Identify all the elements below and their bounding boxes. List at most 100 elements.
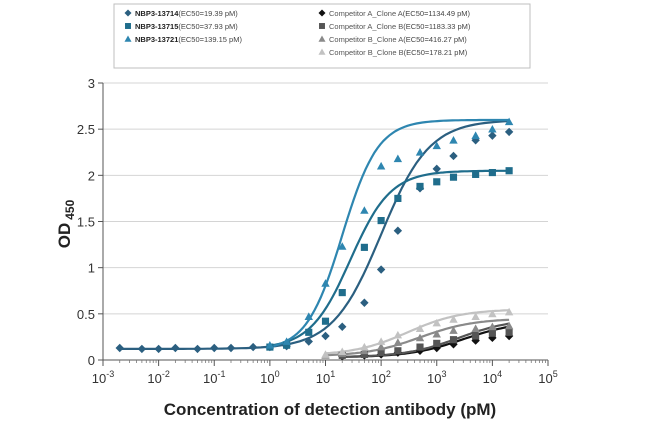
data-point-triangle <box>318 35 326 42</box>
data-point-triangle <box>471 131 480 139</box>
legend-entry: NBP3-13715(EC50=37.93 pM) <box>135 22 238 31</box>
data-point-square <box>338 289 346 297</box>
data-point-diamond <box>304 337 313 346</box>
data-point-square <box>125 23 131 29</box>
x-tick-exponent: 4 <box>497 369 502 379</box>
fit-curve <box>325 309 510 355</box>
data-point-triangle <box>321 350 330 358</box>
x-tick-exponent: 2 <box>386 369 391 379</box>
y-tick-label: 1.5 <box>77 215 95 230</box>
legend-series-name: NBP3-13721 <box>135 35 178 44</box>
data-point-triangle <box>488 309 497 318</box>
data-point-triangle <box>432 141 441 150</box>
legend-ec50: (EC50=178.21 pM) <box>404 48 468 57</box>
data-point-triangle <box>393 330 403 339</box>
data-point-triangle <box>415 324 425 332</box>
data-point-diamond <box>393 226 403 235</box>
data-point-triangle <box>415 333 425 342</box>
y-axis-title-subscript: 450 <box>63 199 77 219</box>
y-tick-label: 3 <box>88 76 95 91</box>
data-point-diamond <box>137 344 147 354</box>
data-point-diamond <box>226 343 236 353</box>
legend-ec50: (EC50=19.39 pM) <box>178 9 238 18</box>
data-point-diamond <box>504 331 514 341</box>
x-tick-exponent: 0 <box>275 369 280 379</box>
data-point-square <box>321 317 330 325</box>
data-point-triangle <box>393 338 403 346</box>
data-point-square <box>472 170 480 178</box>
data-point-triangle <box>376 342 386 351</box>
data-point-diamond <box>154 344 163 354</box>
legend-entry: Competitor B_Clone A(EC50=416.27 pM) <box>329 35 467 44</box>
data-point-diamond <box>432 164 441 174</box>
legend-series-name: Competitor B_Clone A <box>329 35 403 44</box>
legend-ec50: (EC50=1183.33 pM) <box>403 22 471 31</box>
x-tick-exponent: 3 <box>441 369 446 379</box>
data-point-triangle <box>504 117 514 126</box>
data-point-triangle <box>449 136 458 144</box>
x-tick-label: 102 <box>371 369 390 386</box>
legend-entry: NBP3-13721(EC50=139.15 pM) <box>135 35 242 44</box>
data-point-triangle <box>376 337 386 345</box>
y-tick-label: 0.5 <box>77 307 95 322</box>
data-point-diamond <box>193 344 202 354</box>
data-point-square <box>377 349 385 357</box>
legend-series-name: Competitor B_Clone B <box>329 48 404 57</box>
data-point-square <box>360 243 368 251</box>
fit-curve <box>342 322 510 358</box>
data-point-triangle <box>488 124 497 133</box>
data-point-diamond <box>449 151 458 161</box>
data-point-square <box>416 182 424 190</box>
data-point-triangle <box>304 312 313 320</box>
x-axis-title: Concentration of detection antibody (pM) <box>164 400 496 419</box>
legend-ec50: (EC50=139.15 pM) <box>178 35 242 44</box>
x-tick-exponent: 1 <box>330 369 335 379</box>
data-point-square <box>488 168 496 177</box>
data-point-diamond <box>321 331 330 341</box>
legend: NBP3-13714(EC50=19.39 pM)NBP3-13715(EC50… <box>124 9 471 57</box>
legend-series-name: NBP3-13715 <box>135 22 178 31</box>
data-point-diamond <box>248 342 258 352</box>
x-tick-label: 101 <box>316 369 335 386</box>
y-tick-label: 2 <box>88 168 95 183</box>
data-point-triangle <box>471 312 480 320</box>
data-point-triangle <box>504 307 514 316</box>
legend-entry: Competitor A_Clone B(EC50=1183.33 pM) <box>329 22 471 31</box>
data-point-square <box>305 328 313 336</box>
data-point-diamond <box>338 322 347 331</box>
data-point-diamond <box>360 298 369 307</box>
data-point-triangle <box>265 341 275 349</box>
x-tick-exponent: 5 <box>553 369 558 379</box>
data-point-diamond <box>488 131 497 140</box>
data-point-diamond <box>124 9 132 17</box>
data-point-triangle <box>504 321 514 330</box>
y-axis-title-main: OD <box>55 223 74 249</box>
x-tick-label: 100 <box>260 369 279 386</box>
data-point-square <box>394 194 402 202</box>
data-point-square <box>488 329 496 337</box>
data-point-diamond <box>171 343 180 353</box>
fit-curve <box>119 120 510 350</box>
data-point-triangle <box>318 48 326 55</box>
data-point-triangle <box>393 154 403 163</box>
data-point-diamond <box>115 343 124 353</box>
x-tick-exponent: -2 <box>162 369 170 379</box>
x-tick-label: 105 <box>538 369 557 386</box>
legend-series-name: Competitor A_Clone B <box>329 22 403 31</box>
x-tick-label: 10-2 <box>147 369 169 386</box>
data-point-triangle <box>360 342 369 351</box>
data-points <box>115 117 514 361</box>
data-point-square <box>472 332 480 340</box>
x-tick-label: 10-1 <box>203 369 225 386</box>
data-point-square <box>433 178 441 186</box>
x-tick-exponent: -3 <box>106 369 114 379</box>
y-tick-label: 2.5 <box>77 122 95 137</box>
data-point-square <box>433 339 441 347</box>
data-point-triangle <box>376 161 386 170</box>
legend-entry: Competitor A_Clone A(EC50=1134.49 pM) <box>329 9 470 18</box>
fit-curve <box>325 318 510 357</box>
legend-ec50: (EC50=1134.49 pM) <box>403 9 471 18</box>
y-tick-label: 0 <box>88 353 95 368</box>
